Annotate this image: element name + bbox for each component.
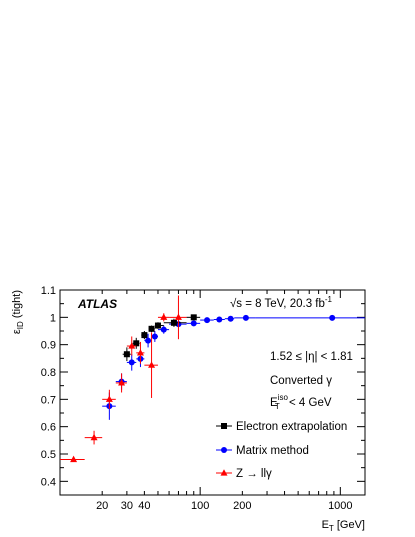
y-tick-label: 1 [50, 312, 56, 324]
y-axis-title: εID (tight) [11, 290, 25, 334]
point-marker [133, 340, 140, 347]
data-point [200, 317, 214, 324]
data-point [136, 341, 145, 364]
data-point [157, 313, 170, 322]
point-marker [170, 319, 177, 326]
data-point [186, 320, 201, 327]
point-marker [190, 320, 197, 327]
point-marker [128, 359, 135, 366]
point-marker [145, 337, 152, 344]
data-point [141, 331, 148, 340]
data-point [157, 325, 170, 334]
y-tick-label: 0.9 [41, 340, 56, 352]
axis-ticks [59, 289, 365, 496]
legend-item: Matrix method [216, 445, 309, 457]
point-marker [141, 332, 148, 339]
energy-label: √s = 8 TeV, 20.3 fb-1 [230, 295, 333, 310]
data-point [151, 331, 158, 342]
category-label: Converted γ [270, 375, 332, 387]
point-marker [242, 314, 249, 321]
plot-frame [59, 289, 366, 496]
y-tick-label: 0.4 [41, 476, 56, 488]
data-point [169, 295, 187, 340]
data-point [213, 316, 225, 323]
x-axis-title: ET [GeV] [322, 519, 365, 533]
y-tick-labels: 0.4 0.5 0.6 0.7 0.8 0.9 1 1.1 [41, 285, 56, 488]
y-tick-label: 0.8 [41, 367, 56, 379]
point-marker [151, 333, 158, 340]
legend: Electron extrapolation Matrix method Z → l… [216, 421, 347, 480]
data-point [234, 314, 256, 321]
point-marker [174, 313, 182, 320]
point-marker [118, 379, 126, 386]
data-point [126, 336, 137, 356]
x-tick-label: 20 [96, 500, 108, 512]
legend-label: Matrix method [236, 445, 309, 457]
data-point [132, 337, 140, 349]
series-triangle [60, 295, 187, 463]
point-marker [329, 314, 336, 321]
point-marker [70, 455, 78, 463]
point-marker [148, 361, 156, 368]
legend-label: Z → llγ [236, 468, 272, 480]
y-tick-label: 1.1 [41, 285, 56, 297]
data-point [255, 314, 365, 321]
y-tick-label: 0.5 [41, 449, 56, 461]
x-tick-label: 40 [138, 500, 150, 512]
data-point [115, 373, 127, 393]
point-marker [190, 314, 197, 321]
data-point [126, 354, 137, 371]
legend-marker [221, 423, 227, 429]
point-marker [105, 395, 113, 402]
x-tick-label: 1000 [328, 500, 352, 512]
x-tick-label: 30 [121, 500, 133, 512]
series-circle [102, 314, 365, 420]
point-marker [216, 316, 223, 323]
data-point [84, 430, 103, 445]
data-point [144, 333, 152, 348]
data-point [148, 325, 155, 333]
series-square [122, 314, 201, 362]
data-point [144, 332, 158, 398]
x-tick-label: 100 [191, 500, 209, 512]
series-layer [60, 295, 365, 463]
legend-item: Z → llγ [216, 468, 272, 480]
point-marker [128, 342, 136, 349]
data-point [224, 315, 235, 322]
point-marker [148, 325, 155, 332]
legend-item: Electron extrapolation [216, 421, 347, 433]
data-point [163, 318, 187, 327]
point-marker [204, 317, 211, 324]
point-marker [123, 351, 130, 358]
point-marker [227, 315, 234, 322]
point-marker [160, 326, 167, 333]
legend-label: Electron extrapolation [236, 421, 347, 433]
legend-marker [220, 469, 228, 476]
data-point [122, 347, 131, 362]
data-point [186, 314, 201, 321]
data-point [154, 322, 164, 329]
x-tick-labels: 20 30 40 100 200 1000 [96, 500, 352, 512]
x-tick-label: 200 [233, 500, 251, 512]
atlas-label: ATLAS [77, 297, 117, 311]
eta-range-label: 1.52 ≤ |η| < 1.81 [270, 351, 353, 363]
y-tick-label: 0.6 [41, 422, 56, 434]
data-point [60, 455, 85, 463]
point-marker [136, 349, 144, 356]
legend-marker [221, 447, 227, 453]
y-tick-label: 0.7 [41, 394, 56, 406]
point-marker [160, 313, 168, 320]
isolation-label: Eiso T < 4 GeV [270, 393, 332, 411]
data-point [102, 389, 116, 409]
point-marker [154, 322, 161, 329]
point-marker [90, 433, 98, 441]
